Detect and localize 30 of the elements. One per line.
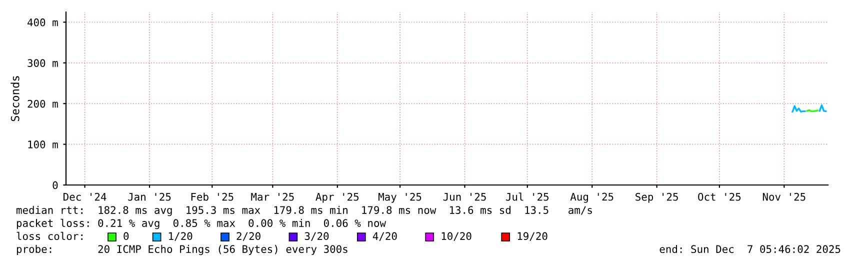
legend-label: 2/20 [236,232,260,241]
legend-label: 1/20 [169,232,192,241]
x-tick-label: May '25 [378,192,422,203]
x-tick-label: Feb '25 [191,192,234,201]
x-tick-label: Sep '25 [636,192,678,203]
text: median rtt: 182.8 ms avg 195.3 ms max 179.8 ms min 179.8 ms now 13.6 ms sd 13.5 am/s [16,206,592,216]
text: packet loss: 0.21 % avg 0.85 % max 0.00 % min 0.06 % now [16,218,386,230]
y-axis-title: Seconds [10,76,20,122]
y-tick-label: 400 m [28,18,58,26]
x-tick-label: Jan '25 [128,192,171,201]
x-tick-label: Mar '25 [251,192,294,201]
y-tick-label: 100 m [28,140,58,148]
legend-label: 4/20 [372,232,397,241]
x-tick-label: Oct '25 [698,192,741,201]
x-tick-label: Aug '25 [570,192,614,203]
x-tick-label: Jun '25 [443,192,486,201]
y-tick-label: 0 [52,181,58,190]
y-tick-label: 300 m [28,59,58,68]
x-tick-label: Jul '25 [506,192,548,201]
legend-label: 0 [124,232,129,240]
text: probe: 20 ICMP Echo Pings (56 Bytes) every 300s [16,244,348,256]
legend-title: loss color: [16,232,82,240]
text: end: Sun Dec 7 05:46:02 2025 [660,244,840,254]
x-tick-label: Apr '25 [316,192,359,203]
legend-label: 19/20 [518,232,548,241]
x-tick-label: Nov '25 [762,192,806,201]
y-tick-label: 200 m [28,100,58,108]
legend-label: 10/20 [442,232,472,241]
x-tick-label: Dec '24 [64,192,106,201]
legend-label: 3/20 [304,232,329,241]
